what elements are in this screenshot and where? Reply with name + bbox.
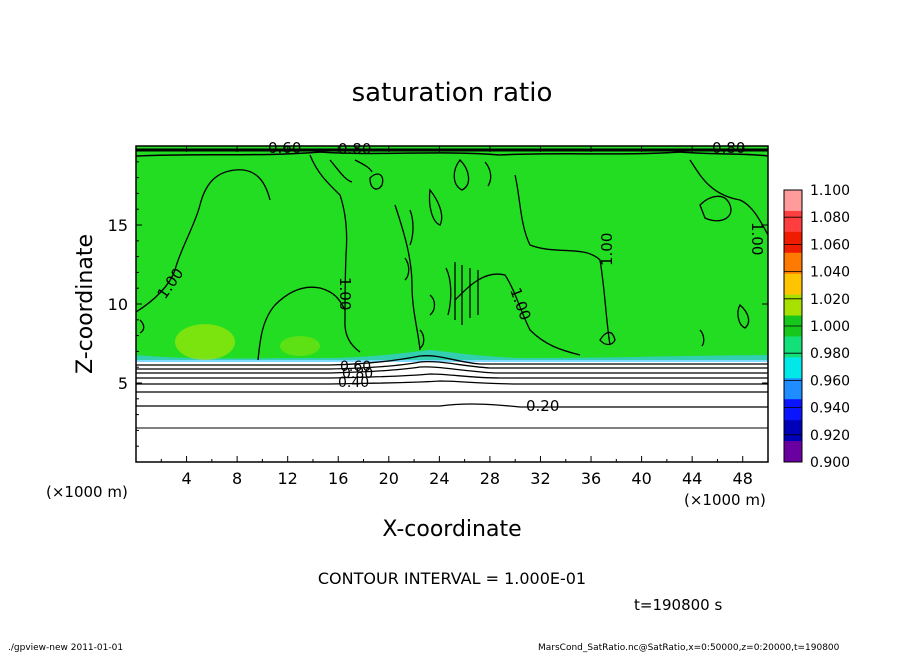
colorbar-swatch xyxy=(784,231,802,254)
colorbar-swatch xyxy=(784,378,802,400)
colorbar-swatch xyxy=(784,190,802,212)
colorbar-label: 0.900 xyxy=(810,455,850,471)
colorbar-label: 0.960 xyxy=(810,373,850,389)
colorbar-label: 1.020 xyxy=(810,292,850,308)
z-tick-label: 15 xyxy=(108,216,128,235)
x-tick-label: 4 xyxy=(181,469,191,488)
x-tick-label: 20 xyxy=(379,469,399,488)
contour-label: 0.80 xyxy=(338,140,371,158)
contour-label: 0.80 xyxy=(712,139,745,157)
x-tick-label: 12 xyxy=(278,469,298,488)
colorbar-label: 0.940 xyxy=(810,401,850,417)
x-axis-unit-right: (×1000 m) xyxy=(684,491,766,509)
z-tick-label: 10 xyxy=(108,295,128,314)
colorbar-swatch xyxy=(784,357,802,379)
colorbar-swatch xyxy=(784,399,802,421)
colorbar-swatch xyxy=(784,273,802,296)
high-saturation-patch xyxy=(280,336,320,356)
contour-lines xyxy=(135,154,769,361)
contour-label: 0.80 xyxy=(342,366,373,382)
subsaturated-region xyxy=(136,360,768,462)
x-tick-label: 24 xyxy=(429,469,449,488)
contour-label: 1.00 xyxy=(598,233,616,266)
boundary-layer-edge xyxy=(136,350,768,362)
x-tick-label: 32 xyxy=(530,469,550,488)
contour-label: 0.60 xyxy=(268,139,301,157)
colorbar-swatch xyxy=(784,336,802,358)
time-label: t=190800 s xyxy=(634,596,722,614)
colorbar-swatch xyxy=(784,441,802,463)
colorbar-label: 1.000 xyxy=(810,319,850,335)
chart-title: saturation ratio xyxy=(352,78,553,108)
footer-right: MarsCond_SatRatio.nc@SatRatio,x=0:50000,… xyxy=(538,643,840,653)
contour-label: 1.00 xyxy=(748,222,766,255)
colorbar-swatch xyxy=(784,210,802,233)
x-tick-label: 44 xyxy=(682,469,702,488)
x-axis-unit-left: (×1000 m) xyxy=(46,483,128,501)
z-tick-label: 5 xyxy=(118,374,128,393)
colorbar-label: 1.080 xyxy=(810,210,850,226)
z-axis-label: Z-coordinate xyxy=(73,234,98,374)
contour-label: 0.40 xyxy=(338,375,369,391)
supersaturated-field xyxy=(136,146,768,360)
colorbar-swatch xyxy=(784,252,802,275)
footer-left: ./gpview-new 2011-01-01 xyxy=(8,643,123,653)
colorbar-swatch xyxy=(784,420,802,442)
colorbar-label: 1.060 xyxy=(810,237,850,253)
x-tick-label: 48 xyxy=(733,469,753,488)
colorbar-label: 1.040 xyxy=(810,265,850,281)
x-axis: 4 8 12 16 20 24 28 32 36 40 44 48 xyxy=(160,146,753,488)
top-contour-band xyxy=(135,151,769,157)
x-axis-label: X-coordinate xyxy=(382,517,521,542)
contour-label: 1.00 xyxy=(336,277,354,310)
colorbar: 1.100 1.080 1.060 1.040 1.020 1.000 0.980 0.960… xyxy=(783,183,850,471)
colorbar-label: 1.100 xyxy=(810,183,850,199)
contour-labels: 0.60 0.80 0.80 1.00 1.00 1.00 1.00 1.00 … xyxy=(154,139,766,415)
colorbar-swatch xyxy=(784,294,802,317)
high-saturation-patch xyxy=(175,324,235,360)
z-axis: 5 10 15 xyxy=(108,161,768,447)
plot-area: 0.60 0.80 0.80 1.00 1.00 1.00 1.00 1.00 … xyxy=(135,139,769,463)
lower-contours xyxy=(136,355,768,429)
x-tick-label: 40 xyxy=(631,469,651,488)
colorbar-label: 0.920 xyxy=(810,428,850,444)
colorbar-label: 0.980 xyxy=(810,346,850,362)
contour-label: 0.60 xyxy=(340,359,371,375)
contour-label: 0.20 xyxy=(526,397,559,415)
x-tick-label: 8 xyxy=(232,469,242,488)
x-tick-label: 28 xyxy=(480,469,500,488)
x-tick-label: 16 xyxy=(328,469,348,488)
contour-interval: CONTOUR INTERVAL = 1.000E-01 xyxy=(318,569,586,588)
x-tick-label: 36 xyxy=(581,469,601,488)
